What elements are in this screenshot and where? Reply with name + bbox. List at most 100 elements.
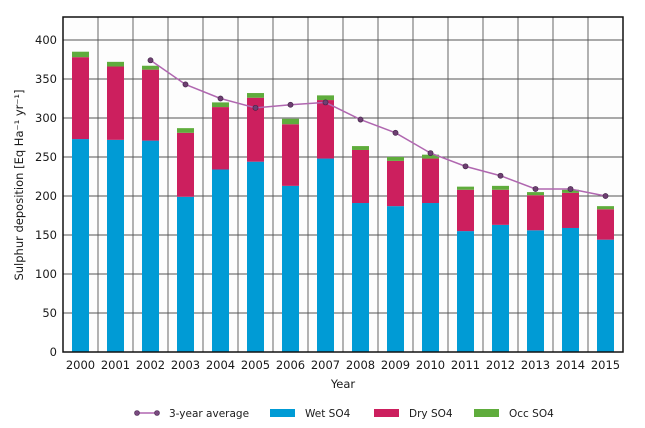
x-axis-ticks: 2000 2001 2002 2003 2004 2005 2006 2007 2008 2009… bbox=[66, 358, 620, 372]
bar-occ-so4-2006 bbox=[282, 118, 299, 125]
x-tick-label: 2004 bbox=[206, 358, 235, 372]
legend-label-dry: Dry SO4 bbox=[409, 408, 453, 420]
average-line bbox=[147, 57, 609, 199]
average-point-2012 bbox=[497, 172, 504, 179]
y-tick-label: 200 bbox=[35, 189, 57, 203]
y-tick-label: 150 bbox=[35, 228, 57, 242]
bar-occ-so4-2009 bbox=[387, 157, 404, 161]
y-tick-label: 250 bbox=[35, 150, 57, 164]
legend-swatch-wet bbox=[270, 409, 295, 417]
bar-occ-so4-2010 bbox=[422, 154, 439, 159]
legend-swatch-occ bbox=[474, 409, 499, 417]
y-axis-ticks: 0 50 100 150 200 250 300 350 400 bbox=[35, 33, 57, 359]
bar-dry-so4-2013 bbox=[527, 195, 544, 231]
x-tick-label: 2013 bbox=[521, 358, 550, 372]
y-tick-label: 0 bbox=[50, 345, 57, 359]
average-point-2003 bbox=[182, 81, 189, 88]
bar-dry-so4-2003 bbox=[177, 132, 194, 197]
bar-wet-so4-2007 bbox=[317, 158, 334, 352]
legend-item-dry: Dry SO4 bbox=[374, 408, 453, 420]
average-point-2015 bbox=[602, 193, 609, 199]
y-tick-label: 350 bbox=[35, 72, 57, 86]
bar-occ-so4-2011 bbox=[457, 186, 474, 190]
bar-dry-so4-2005 bbox=[247, 97, 264, 162]
bar-occ-so4-2015 bbox=[597, 206, 614, 210]
average-point-2008 bbox=[357, 116, 364, 123]
bar-wet-so4-2004 bbox=[212, 169, 229, 352]
bar-occ-so4-2005 bbox=[247, 93, 264, 98]
legend-item-average: 3-year average bbox=[134, 408, 249, 420]
bar-wet-so4-2006 bbox=[282, 185, 299, 352]
legend: 3-year average Wet SO4 Dry SO4 Occ SO4 bbox=[134, 408, 554, 420]
bar-dry-so4-2000 bbox=[72, 57, 89, 140]
bars bbox=[72, 51, 614, 352]
average-point-2013 bbox=[532, 186, 539, 192]
y-axis-title: Sulphur deposition [Eq Ha⁻¹ yr⁻¹] bbox=[12, 89, 26, 280]
bar-wet-so4-2010 bbox=[422, 203, 439, 352]
bar-wet-so4-2001 bbox=[107, 139, 124, 352]
plot-border bbox=[62, 16, 624, 353]
bar-dry-so4-2001 bbox=[107, 66, 124, 140]
x-tick-label: 2008 bbox=[346, 358, 375, 372]
legend-item-wet: Wet SO4 bbox=[270, 408, 351, 420]
bar-wet-so4-2011 bbox=[457, 231, 474, 352]
average-point-2004 bbox=[217, 95, 224, 102]
average-point-2002 bbox=[147, 57, 154, 64]
x-tick-label: 2002 bbox=[136, 358, 165, 372]
bar-wet-so4-2000 bbox=[72, 139, 89, 352]
average-point-2007 bbox=[322, 99, 329, 106]
bar-wet-so4-2009 bbox=[387, 206, 404, 352]
legend-label-average: 3-year average bbox=[169, 408, 249, 420]
bar-wet-so4-2014 bbox=[562, 227, 579, 352]
bar-dry-so4-2010 bbox=[422, 158, 439, 204]
bar-occ-so4-2003 bbox=[177, 128, 194, 133]
bar-wet-so4-2013 bbox=[527, 230, 544, 352]
bar-dry-so4-2006 bbox=[282, 124, 299, 186]
y-tick-label: 50 bbox=[42, 306, 57, 320]
bar-dry-so4-2007 bbox=[317, 100, 334, 159]
bar-dry-so4-2008 bbox=[352, 149, 369, 204]
legend-label-occ: Occ SO4 bbox=[509, 408, 554, 420]
bar-occ-so4-2008 bbox=[352, 146, 369, 150]
x-tick-label: 2000 bbox=[66, 358, 95, 372]
bar-wet-so4-2012 bbox=[492, 224, 509, 352]
bar-dry-so4-2015 bbox=[597, 209, 614, 240]
legend-item-occ: Occ SO4 bbox=[474, 408, 554, 420]
x-tick-label: 2010 bbox=[416, 358, 445, 372]
bar-dry-so4-2014 bbox=[562, 192, 579, 228]
legend-label-wet: Wet SO4 bbox=[305, 408, 351, 420]
bar-wet-so4-2002 bbox=[142, 140, 159, 352]
average-line-path bbox=[150, 59, 606, 197]
x-tick-label: 2001 bbox=[101, 358, 130, 372]
average-point-2014 bbox=[567, 186, 574, 192]
y-tick-label: 300 bbox=[35, 111, 57, 125]
bar-occ-so4-2012 bbox=[492, 185, 509, 190]
bar-occ-so4-2004 bbox=[212, 102, 229, 108]
bar-wet-so4-2015 bbox=[597, 239, 614, 352]
x-axis-title: Year bbox=[330, 377, 356, 391]
average-point-2009 bbox=[392, 129, 399, 136]
bar-occ-so4-2000 bbox=[72, 51, 89, 58]
average-point-2005 bbox=[252, 104, 259, 111]
bar-occ-so4-2007 bbox=[317, 95, 334, 101]
x-tick-label: 2005 bbox=[241, 358, 270, 372]
x-tick-label: 2014 bbox=[556, 358, 585, 372]
average-point-2011 bbox=[462, 163, 469, 170]
bar-wet-so4-2008 bbox=[352, 203, 369, 352]
x-tick-label: 2015 bbox=[591, 358, 620, 372]
bar-occ-so4-2002 bbox=[142, 65, 159, 70]
x-tick-label: 2011 bbox=[451, 358, 480, 372]
bar-occ-so4-2013 bbox=[527, 192, 544, 196]
x-tick-label: 2006 bbox=[276, 358, 305, 372]
average-point-2010 bbox=[427, 150, 434, 156]
legend-average-marker-right bbox=[154, 410, 160, 416]
bar-wet-so4-2005 bbox=[247, 161, 264, 352]
legend-average-marker-left bbox=[134, 410, 140, 416]
bar-dry-so4-2002 bbox=[142, 69, 159, 141]
x-tick-label: 2007 bbox=[311, 358, 340, 372]
y-tick-label: 100 bbox=[35, 267, 57, 281]
bar-dry-so4-2012 bbox=[492, 189, 509, 225]
average-point-2006 bbox=[287, 101, 294, 108]
legend-swatch-dry bbox=[374, 409, 399, 417]
